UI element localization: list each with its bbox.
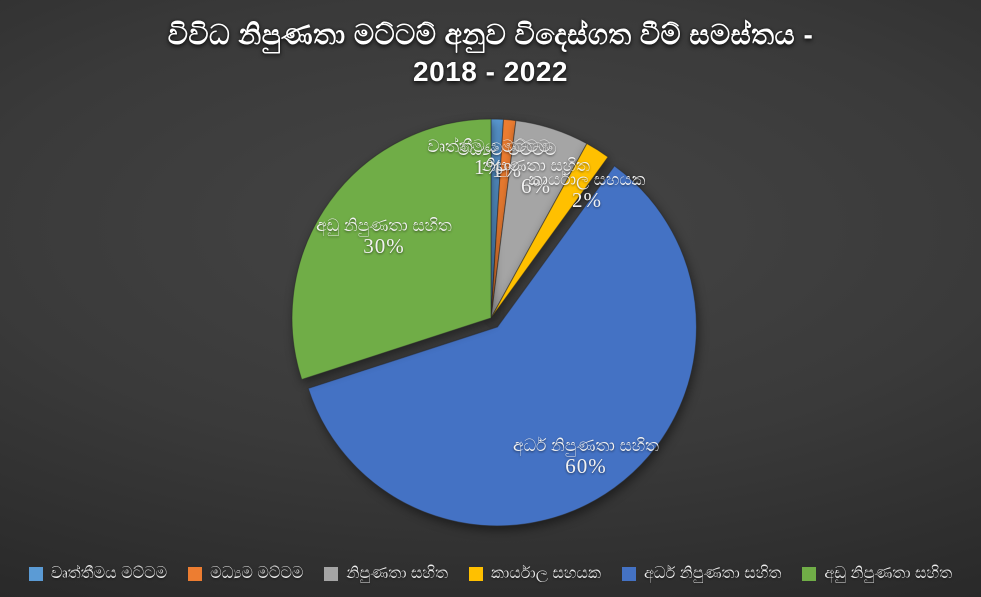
legend-item-skilled[interactable]: නිපුණතා සහිත — [324, 565, 448, 583]
legend-swatch-semi-skilled — [621, 567, 636, 581]
chart-title-line2: 2018 - 2022 — [413, 56, 568, 87]
legend-swatch-low-skilled — [802, 567, 817, 581]
chart-title: විවිධ නිපුණතා මට්ටම් අනුව විදෙස්ගත වීම් … — [0, 16, 981, 90]
pie-slice-office-assistant[interactable] — [490, 142, 609, 319]
legend-item-professional-level[interactable]: වෘත්තීමය මට්ටම — [28, 565, 167, 583]
pie-slice-semi-skilled[interactable] — [307, 165, 697, 527]
legend-swatch-professional-level — [28, 567, 43, 581]
legend-item-office-assistant[interactable]: කාර්යාල සහයක — [469, 565, 601, 583]
legend-swatch-middle-level — [188, 567, 203, 581]
legend-item-low-skilled[interactable]: අඩු නිපුණතා සහිත — [802, 565, 952, 583]
chart-title-line1: විවිධ නිපුණතා මට්ටම් අනුව විදෙස්ගත වීම් … — [167, 19, 814, 50]
chart-legend: වෘත්තීමය මට්ටම මධ්‍යම මට්ටම නිපුණතා සහිත… — [0, 565, 981, 583]
legend-item-semi-skilled[interactable]: අර්ධ නිපුණතා සහිත — [621, 565, 781, 583]
legend-swatch-skilled — [324, 567, 339, 581]
pie-slice-low-skilled[interactable] — [291, 118, 492, 381]
legend-item-middle-level[interactable]: මධ්‍යම මට්ටම — [188, 565, 303, 583]
legend-swatch-office-assistant — [469, 567, 483, 581]
